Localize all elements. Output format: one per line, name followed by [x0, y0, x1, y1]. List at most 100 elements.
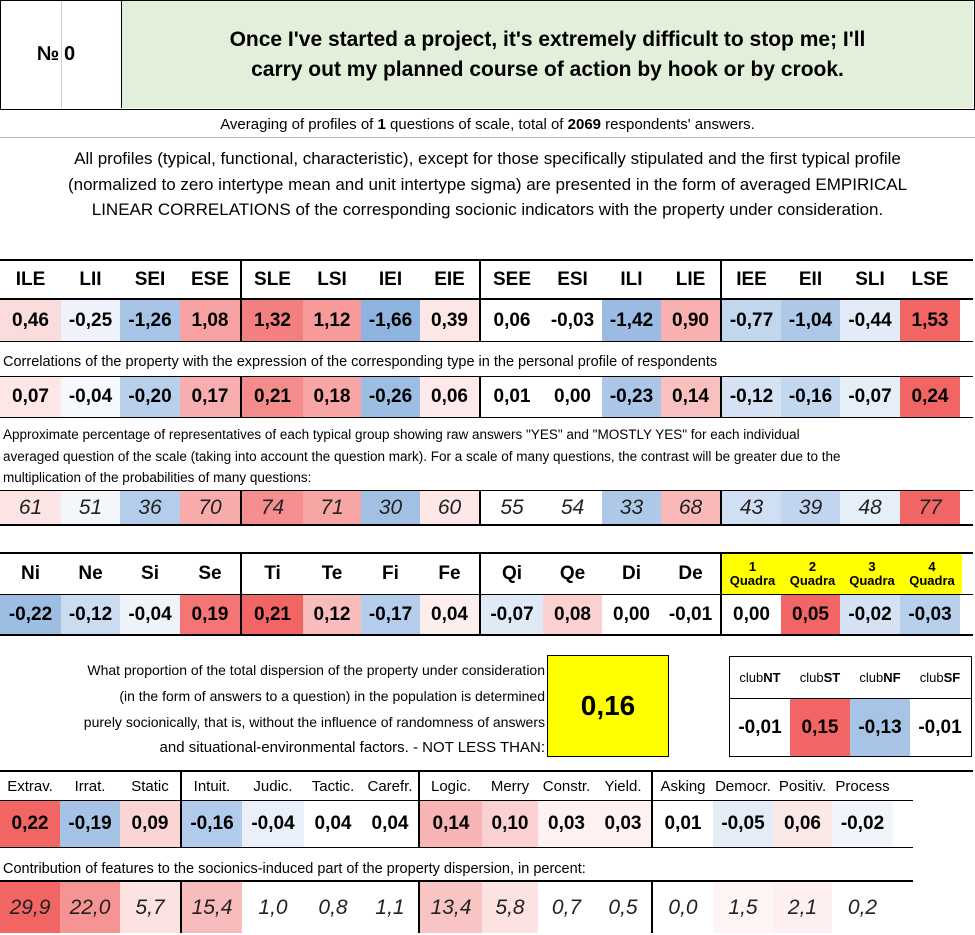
type-profile-row: 0,46 -0,25 -1,26 1,08 1,32 1,12 -1,66 0,39 0,06-… — [0, 300, 973, 342]
question-line-2: carry out my planned course of action by… — [251, 57, 844, 81]
type-corr-iee: -0,12 — [720, 377, 781, 417]
function-header-fi: Fi — [382, 563, 399, 584]
quadra-label: Quadra — [909, 573, 955, 588]
quadra-header-1: 1 Quadra — [722, 554, 783, 594]
dispersion-text: What proportion of the total dispersion … — [0, 656, 545, 760]
type-pct-ili: 33 — [602, 491, 661, 524]
feature-header-process: Process — [835, 777, 890, 795]
club-prefix: club — [799, 670, 824, 685]
club-header-sf: club SF — [910, 657, 970, 698]
type-profile-eii: -1,04 — [781, 300, 840, 341]
function-value-fe: 0,04 — [420, 595, 479, 634]
club-prefix: club — [859, 670, 884, 685]
question-line-1: Once I've started a project, it's extrem… — [229, 27, 866, 51]
contribution-irrat: 22,0 — [60, 882, 120, 933]
type-corr-lie: 0,14 — [661, 377, 720, 417]
type-profile-see: 0,06 — [479, 300, 543, 341]
type-corr-see: 0,01 — [479, 377, 543, 417]
feature-header-positiv: Positiv. — [778, 777, 827, 795]
description-line-1: All profiles (typical, functional, chara… — [74, 149, 901, 168]
contribution-process: 0,2 — [832, 882, 893, 933]
function-header-di: Di — [622, 563, 641, 584]
feature-header-democr: Democr. — [715, 777, 771, 795]
contribution-note: Contribution of features to the sociоnic… — [3, 861, 586, 877]
quadra-value-4: -0,03 — [900, 595, 960, 634]
percent-note-line-1: Approximate percentage of representative… — [3, 427, 800, 442]
averaging-prefix: Averaging of profiles of — [220, 116, 378, 133]
type-profile-iei: -1,66 — [361, 300, 420, 341]
feature-value-static: 0,09 — [120, 801, 180, 847]
type-header-sle: SLE — [240, 261, 303, 298]
dispersion-line-2: (in the form of answers to a question) i… — [119, 688, 545, 704]
function-header-qe: Qe — [559, 563, 586, 584]
quadra-number: 4 — [928, 559, 936, 574]
clubs-value-row: -0,01 0,15 -0,13 -0,01 — [729, 699, 972, 757]
type-profile-ile: 0,46 — [0, 300, 61, 341]
feature-header-irrat: Irrat. — [74, 777, 106, 795]
functions-value-row: -0,22 -0,12 -0,04 0,19 0,21 0,12 -0,17 0,04 -0,0… — [0, 594, 973, 636]
type-header-iee: IEE — [720, 261, 781, 298]
type-header-ili: ILI — [620, 268, 643, 290]
type-profile-lii: -0,25 — [61, 300, 120, 341]
type-header-eie: EIE — [434, 268, 465, 290]
type-pct-eie: 60 — [420, 491, 479, 524]
number-label: № — [36, 43, 59, 65]
function-value-ne: -0,12 — [61, 595, 120, 634]
features-header-row: Extrav. Irrat. Static Intuit. Judic. Tactic. C… — [0, 770, 973, 800]
type-pct-iee: 43 — [720, 491, 781, 524]
type-header-lii: LII — [79, 268, 102, 290]
club-value-st: 0,15 — [790, 699, 850, 756]
feature-header-carefr: Carefr. — [367, 777, 413, 795]
type-header-see: SEE — [479, 261, 543, 298]
feature-value-extrav: 0,22 — [0, 801, 60, 847]
function-value-di: 0,00 — [602, 595, 661, 634]
type-pct-iei: 30 — [361, 491, 420, 524]
type-pct-eii: 39 — [781, 491, 840, 524]
club-header-nf: club NF — [850, 657, 910, 698]
contribution-tactic: 0,8 — [304, 882, 362, 933]
function-value-si: -0,04 — [120, 595, 180, 634]
type-profile-lsi: 1,12 — [303, 300, 361, 341]
type-corr-sli: -0,07 — [840, 377, 900, 417]
description-line-3: LINEAR CORRELATIONS of the corresponding… — [91, 200, 884, 219]
type-header-sei: SEI — [134, 268, 166, 290]
function-header-ni: Ni — [21, 563, 40, 584]
quadra-header-2: 2 Quadra — [783, 554, 842, 594]
club-prefix: club — [919, 670, 944, 685]
function-header-ne: Ne — [78, 563, 103, 584]
type-profile-ese: 1,08 — [180, 300, 240, 341]
type-header-eii: EII — [798, 268, 823, 290]
type-pct-sei: 36 — [120, 491, 180, 524]
type-corr-eii: -0,16 — [781, 377, 840, 417]
type-corr-ili: -0,23 — [602, 377, 661, 417]
club-value-nf: -0,13 — [850, 699, 910, 756]
correlation-note: Correlations of the property with the ex… — [3, 354, 718, 370]
feature-header-merry: Merry — [490, 777, 530, 795]
club-prefix: club — [739, 670, 764, 685]
contribution-logic: 13,4 — [418, 882, 482, 933]
quadra-label: Quadra — [729, 573, 776, 588]
quadra-number: 1 — [748, 559, 757, 574]
type-profile-sle: 1,32 — [240, 300, 303, 341]
function-header-de: De — [678, 563, 703, 584]
type-profile-lie: 0,90 — [661, 300, 720, 341]
dispersion-line-4: and situational-environmental factors. -… — [159, 739, 545, 756]
quadra-header-group: 1 Quadra 2 Quadra 3 Quadra 4 Quadra — [720, 554, 962, 594]
quadra-number: 2 — [808, 559, 817, 574]
feature-value-asking: 0,01 — [651, 801, 713, 847]
feature-value-carefr: 0,04 — [362, 801, 418, 847]
type-corr-sle: 0,21 — [240, 377, 303, 417]
type-corr-sei: -0,20 — [120, 377, 180, 417]
type-header-ese: ESE — [190, 268, 230, 290]
type-pct-lse: 77 — [900, 491, 960, 524]
feature-header-constr: Constr. — [542, 777, 591, 795]
function-header-qi: Qi — [479, 554, 543, 594]
feature-value-judic: -0,04 — [242, 801, 304, 847]
type-pct-lsi: 71 — [303, 491, 361, 524]
description-line-2: (normalized to zero intertype mean and u… — [67, 174, 908, 194]
contributions-row: 29,9 22,0 5,7 15,4 1,0 0,8 1,1 13,4 5,8 0,7 0,5 0,0… — [0, 880, 913, 933]
feature-header-extrav: Extrav. — [7, 777, 53, 795]
contribution-constr: 0,7 — [538, 882, 595, 933]
function-value-qi: -0,07 — [479, 595, 543, 634]
feature-value-logic: 0,14 — [418, 801, 482, 847]
